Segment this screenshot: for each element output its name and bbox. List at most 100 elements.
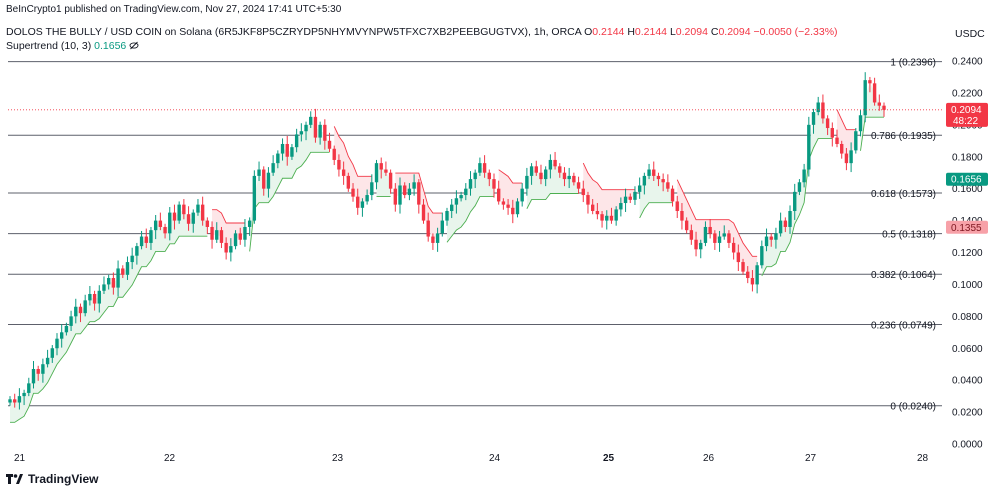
- candle-body: [384, 169, 388, 173]
- candle-body: [459, 195, 463, 199]
- candle-body: [515, 201, 520, 215]
- supertrend-bands: [10, 81, 884, 423]
- candle-body: [694, 239, 698, 250]
- candle-body: [445, 211, 449, 221]
- x-tick-label: 26: [703, 453, 715, 464]
- candle-body: [586, 195, 590, 205]
- supertrend-support-fill: [249, 120, 330, 252]
- price-label-text: 0.2094: [951, 105, 982, 116]
- candle-body: [144, 236, 148, 243]
- candle-body: [247, 220, 252, 227]
- candle-body: [388, 172, 393, 189]
- candle-body: [252, 175, 257, 221]
- supertrend-up-line: [761, 138, 833, 277]
- candle-body: [379, 163, 383, 170]
- candle-body: [506, 204, 510, 208]
- candle-body: [398, 185, 402, 205]
- candle-body: [158, 220, 163, 227]
- supertrend-resistance-fill: [677, 179, 758, 282]
- candle-body: [501, 201, 506, 205]
- candle-body: [496, 188, 501, 202]
- candle-body: [125, 262, 130, 275]
- candle-body: [313, 116, 318, 138]
- supertrend-up-line: [639, 202, 673, 219]
- candle-body: [825, 118, 830, 129]
- candle-body: [576, 182, 581, 189]
- open-value: 0.2144: [592, 26, 625, 38]
- fib-level-label: 0.5 (0.1318): [882, 230, 936, 241]
- supertrend-down-line: [582, 162, 635, 191]
- candle-body: [844, 153, 849, 164]
- candle-body: [807, 124, 811, 170]
- candle-body: [454, 198, 459, 205]
- candle-body: [36, 368, 40, 374]
- close-label: C: [710, 26, 719, 38]
- candle-body: [393, 188, 398, 205]
- candle-body: [760, 246, 764, 266]
- supertrend-down-line: [212, 209, 245, 224]
- candle-body: [121, 268, 125, 275]
- candle-body: [55, 338, 59, 349]
- candle-body: [609, 215, 614, 221]
- x-tick-label: 28: [917, 453, 929, 464]
- candle-body: [614, 209, 618, 221]
- candle-body: [323, 124, 327, 141]
- supertrend-resistance-fill: [498, 169, 523, 212]
- supertrend-support-fill: [761, 107, 833, 276]
- candle-body: [811, 112, 816, 125]
- candle-body: [802, 169, 806, 183]
- price-label-text: 0.1355: [951, 223, 982, 234]
- candle-body: [74, 306, 78, 317]
- candle-body: [793, 191, 797, 212]
- low-value: 0.2094: [675, 26, 708, 38]
- supertrend-resistance-fill: [395, 173, 443, 240]
- candle-body: [769, 236, 773, 240]
- candle-body: [680, 211, 684, 221]
- candle-body: [868, 80, 872, 84]
- candle-body: [840, 143, 844, 154]
- candle-body: [741, 262, 745, 272]
- candle-body: [736, 252, 741, 263]
- candle-body: [774, 233, 778, 240]
- candle-body: [64, 325, 69, 333]
- indicator-legend: Supertrend (10, 3) 0.1656: [6, 40, 139, 52]
- candle-body: [783, 220, 788, 227]
- candle-body: [633, 191, 637, 200]
- candle-body: [426, 220, 430, 237]
- fib-level-label: 0 (0.0240): [890, 402, 936, 413]
- supertrend-support-fill: [447, 167, 494, 243]
- candle-body: [816, 102, 820, 113]
- candle-body: [200, 204, 205, 221]
- candle-body: [205, 220, 210, 227]
- indicator-title[interactable]: Supertrend (10, 3): [6, 40, 92, 52]
- candle-body: [637, 185, 642, 192]
- candle-body: [360, 201, 365, 208]
- tradingview-footer[interactable]: TradingView: [6, 472, 98, 486]
- candle-body: [835, 137, 839, 144]
- currency-label[interactable]: USDC: [955, 28, 985, 40]
- candle-body: [341, 169, 346, 176]
- candle-body: [88, 293, 92, 301]
- y-tick-label: 0.2400: [952, 57, 983, 68]
- y-tick-label: 0.1000: [952, 280, 983, 291]
- candle-body: [262, 169, 266, 189]
- footer-brand: TradingView: [28, 472, 99, 486]
- x-tick-label: 25: [603, 453, 615, 464]
- candle-body: [473, 172, 477, 180]
- eye-slash-icon[interactable]: [129, 41, 139, 50]
- supertrend-up-line: [526, 193, 579, 209]
- candle-body: [450, 204, 454, 212]
- candle-body: [567, 175, 571, 180]
- symbol-title[interactable]: DOLOS THE BULLY / USD COIN on Solana (6R…: [6, 26, 582, 38]
- publish-header: BeInCrypto1 published on TradingView.com…: [6, 4, 342, 15]
- candle-body: [849, 150, 853, 164]
- candle-body: [543, 169, 548, 180]
- price-label-box: [946, 102, 988, 127]
- candle-body: [374, 163, 379, 183]
- candle-body: [863, 80, 867, 116]
- time-axis: 21 22 23 24 25 26 27 28: [14, 453, 929, 464]
- candle-body: [520, 188, 524, 202]
- candle-body: [186, 214, 191, 224]
- candle-body: [224, 242, 228, 253]
